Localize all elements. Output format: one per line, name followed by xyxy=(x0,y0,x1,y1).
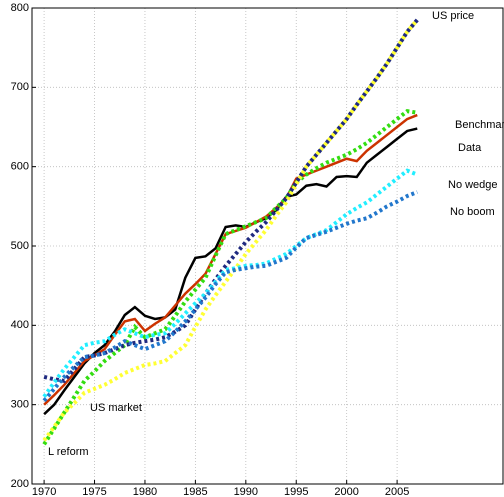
series-label: US price xyxy=(432,10,474,22)
x-tick-label: 1995 xyxy=(284,486,308,497)
y-tick-label: 600 xyxy=(11,161,29,173)
x-tick-label: 1970 xyxy=(32,486,56,497)
series-line xyxy=(43,113,418,406)
y-tick-label: 200 xyxy=(11,478,29,490)
x-tick-label: 2005 xyxy=(385,486,409,497)
x-tick-label: 2000 xyxy=(334,486,358,497)
series-label: No boom xyxy=(450,206,495,218)
series-line xyxy=(42,18,419,442)
y-tick-label: 700 xyxy=(11,81,29,93)
series-label: L reform xyxy=(48,446,89,458)
x-tick-label: 1980 xyxy=(133,486,157,497)
y-tick-label: 300 xyxy=(11,399,29,411)
plot-frame xyxy=(31,7,504,485)
series-line xyxy=(42,109,418,446)
series-line xyxy=(42,168,419,398)
series-line xyxy=(43,18,419,384)
series-label: Benchmark xyxy=(455,119,504,131)
x-tick-label: 1985 xyxy=(183,486,207,497)
series-label: No wedge xyxy=(448,179,498,191)
series-label: US market xyxy=(90,402,142,414)
series-line xyxy=(43,127,418,416)
x-tick-label: 1975 xyxy=(82,486,106,497)
y-tick-label: 500 xyxy=(11,240,29,252)
y-tick-label: 400 xyxy=(11,319,29,331)
series-label: Data xyxy=(458,142,482,154)
x-tick-label: 1990 xyxy=(234,486,258,497)
y-tick-label: 800 xyxy=(11,2,29,14)
